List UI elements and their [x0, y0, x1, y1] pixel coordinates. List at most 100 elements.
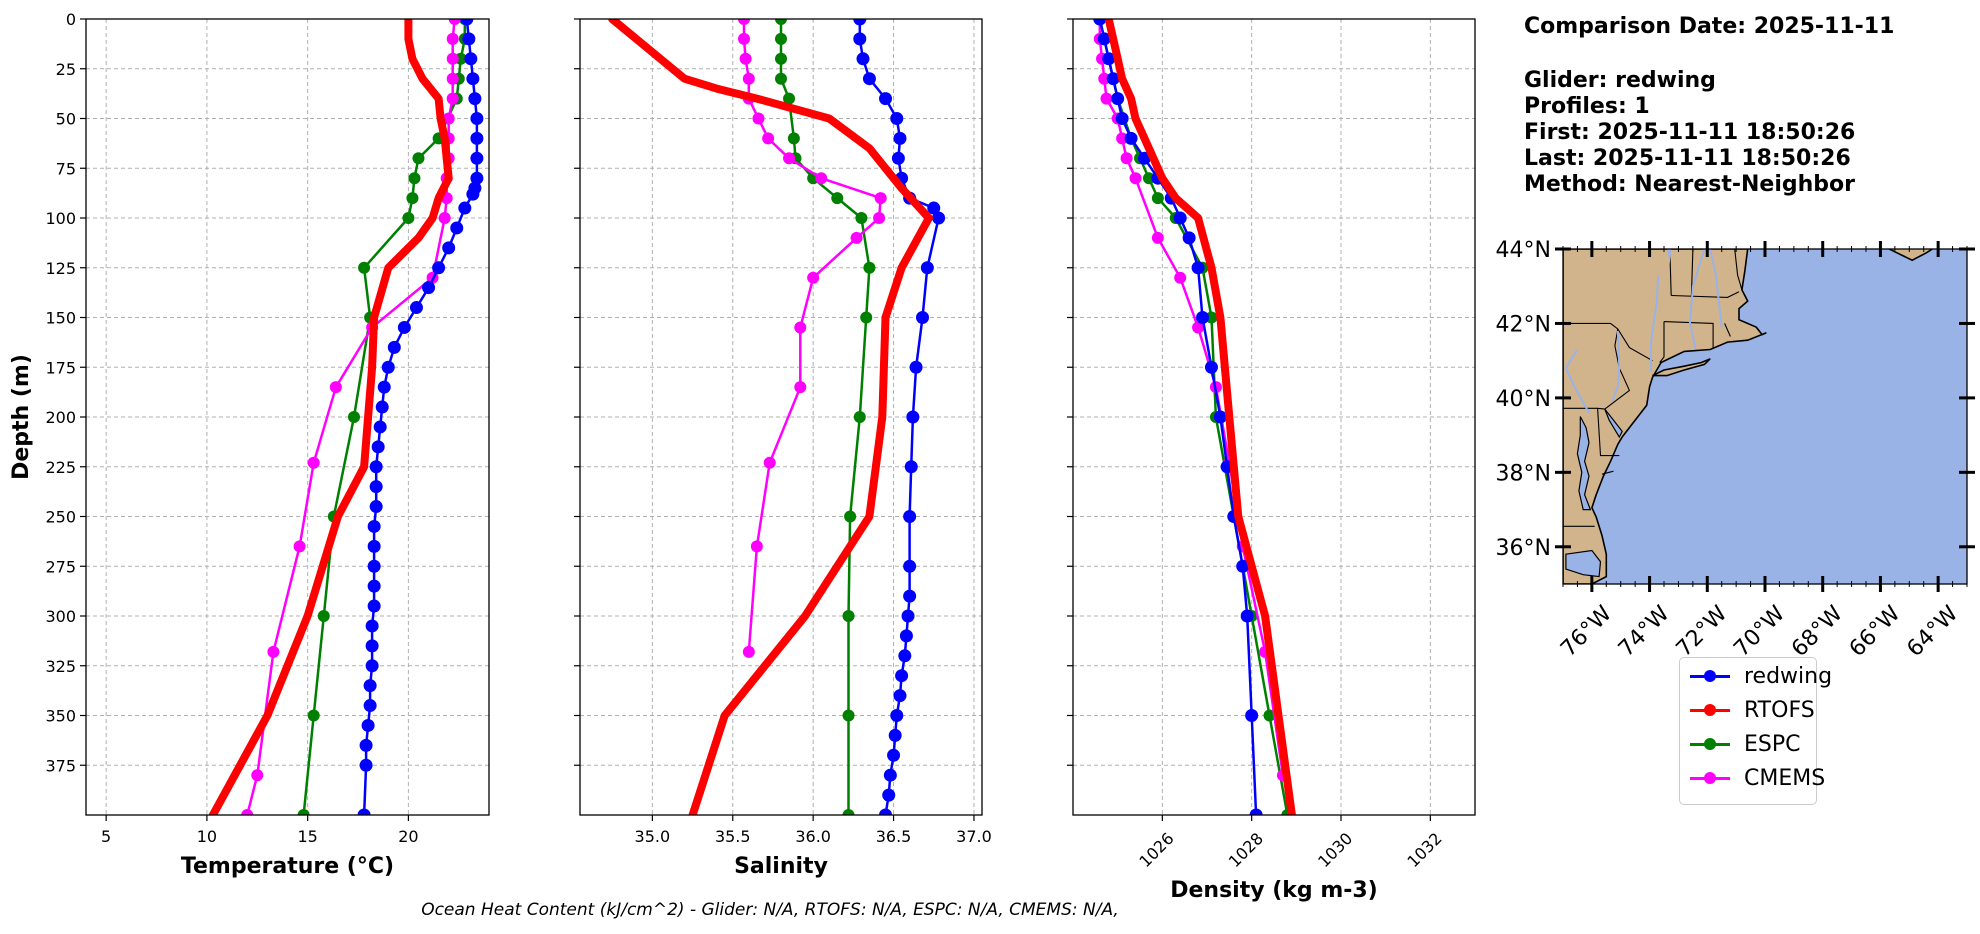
legend-item-espc: ESPC [1690, 729, 1801, 759]
series-line-rtofs [1104, 19, 1296, 815]
data-point-cmems [815, 172, 828, 185]
x-tick-label: 37.0 [956, 827, 992, 846]
data-point-cmems [1151, 231, 1164, 244]
data-point-redwing [367, 579, 381, 593]
data-point-redwing [1240, 609, 1254, 623]
data-point-cmems [794, 321, 807, 334]
data-point-redwing [916, 311, 930, 324]
map-border [1690, 249, 1694, 297]
data-point-redwing [367, 519, 381, 533]
x-tick-label: 35.5 [715, 827, 751, 846]
data-point-espc [783, 92, 796, 105]
y-tick-label: 0 [66, 10, 76, 29]
data-point-redwing [1124, 131, 1138, 145]
data-point-cmems [251, 769, 264, 782]
data-point-redwing [1102, 52, 1116, 66]
info-method: Method: Nearest-Neighbor [1524, 172, 1855, 197]
info-last: Last: 2025-11-11 18:50:26 [1524, 146, 1851, 171]
y-tick-label: 325 [45, 657, 76, 676]
ocean-heat-content-footer: Ocean Heat Content (kJ/cm^2) - Glider: N… [421, 900, 1119, 920]
legend-swatch-rtofs [1690, 703, 1730, 716]
data-point-cmems [742, 72, 755, 85]
data-point-redwing [903, 559, 917, 573]
data-point-redwing [369, 480, 383, 494]
map-border [1671, 291, 1740, 298]
data-point-redwing [904, 460, 918, 474]
data-point-espc [412, 152, 425, 165]
data-point-cmems [742, 645, 755, 658]
y-tick-label: 150 [45, 309, 76, 328]
x-axis-label: Density (kg m-3) [1170, 878, 1378, 903]
data-point-espc [775, 52, 787, 65]
map-border [1597, 408, 1620, 457]
data-point-redwing [466, 72, 480, 86]
series-redwing [357, 19, 484, 815]
map-border [1601, 470, 1614, 475]
data-point-redwing [853, 32, 867, 46]
data-point-redwing [369, 460, 383, 474]
y-axis-label: Depth (m) [9, 354, 34, 480]
series-line-rtofs [608, 19, 933, 815]
data-point-redwing [899, 629, 913, 643]
map-land [1887, 249, 1934, 262]
data-point-redwing [409, 301, 423, 315]
map-lat-label: 44°N [1496, 238, 1551, 263]
data-point-redwing [853, 19, 867, 26]
info-first: First: 2025-11-11 18:50:26 [1524, 120, 1856, 145]
y-tick-label: 50 [56, 110, 76, 129]
series-rtofs [1104, 19, 1296, 815]
info-glider: Glider: redwing [1524, 68, 1716, 93]
data-point-espc [853, 411, 866, 423]
data-point-redwing [1111, 92, 1125, 106]
plot-area [608, 19, 946, 815]
x-tick-label: 10 [197, 827, 217, 846]
legend-label: RTOFS [1744, 697, 1815, 723]
data-point-redwing [1236, 559, 1250, 573]
data-point-espc [402, 212, 415, 224]
y-tick-label: 25 [56, 60, 76, 79]
data-point-cmems [739, 52, 752, 65]
x-tick-label: 1026 [1135, 829, 1177, 871]
data-point-cmems [1100, 92, 1113, 105]
data-point-espc [842, 610, 855, 622]
legend-swatch-espc [1690, 737, 1730, 750]
data-point-redwing [906, 410, 920, 424]
y-tick-label: 300 [45, 607, 76, 626]
plot-area [208, 19, 484, 815]
data-point-redwing [1093, 19, 1107, 26]
y-tick-label: 75 [56, 159, 76, 178]
data-point-redwing [890, 112, 904, 125]
data-point-cmems [293, 540, 306, 553]
data-point-cmems [1174, 271, 1187, 284]
data-point-espc [775, 19, 787, 25]
data-point-redwing [468, 92, 482, 106]
map-lat-label: 36°N [1496, 536, 1551, 561]
data-point-cmems [762, 132, 775, 145]
data-point-cmems [442, 112, 455, 125]
data-point-redwing [470, 151, 484, 165]
data-point-cmems [750, 540, 763, 553]
data-point-redwing [367, 559, 381, 573]
map-border [1724, 323, 1731, 337]
data-point-redwing [888, 728, 902, 742]
map-land [1652, 358, 1711, 377]
data-point-redwing [927, 201, 941, 215]
data-point-redwing [367, 599, 381, 613]
data-point-redwing [1097, 32, 1111, 46]
data-point-espc [787, 132, 800, 145]
data-point-cmems [1098, 72, 1111, 85]
temperature-panel: 5 10 15 20025507510012515017520022525027530… [9, 10, 490, 879]
x-tick-label: 1032 [1403, 829, 1445, 871]
data-point-redwing [442, 241, 456, 255]
y-tick-label: 225 [45, 458, 76, 477]
series-redwing [1093, 19, 1263, 815]
y-tick-label: 375 [45, 756, 76, 775]
data-point-redwing [903, 510, 917, 523]
data-point-redwing [363, 679, 377, 693]
data-point-redwing [887, 748, 901, 762]
data-point-redwing [1115, 112, 1129, 125]
data-point-espc [855, 212, 868, 224]
data-point-cmems [1116, 132, 1129, 145]
data-point-cmems [1192, 321, 1205, 334]
data-point-redwing [1106, 72, 1120, 86]
